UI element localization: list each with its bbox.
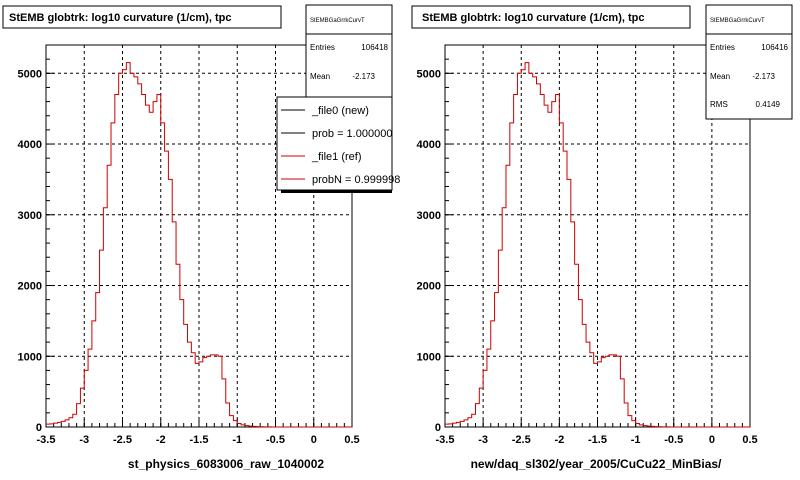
right-y-ticks: 0 1000 2000 3000 4000 5000 xyxy=(417,44,453,434)
y-tick-label: 5000 xyxy=(417,68,441,80)
x-tick-label: -0.5 xyxy=(266,434,285,446)
y-tick-label: 1000 xyxy=(417,351,441,363)
left-x-ticks: -3.5 -3 -2.5 -2 -1.5 -1 -0.5 0 0.5 xyxy=(37,419,360,446)
right-title-box xyxy=(411,5,691,29)
left-title: StEMB globtrk: log10 curvature (1/cm), t… xyxy=(9,12,231,24)
left-y-ticks: 0 1000 2000 3000 4000 5000 xyxy=(18,44,54,434)
legend-box xyxy=(276,96,393,191)
legend-label-file0: _file0 (new) xyxy=(311,105,369,117)
y-tick-label: 0 xyxy=(435,422,441,434)
x-tick-label: -3.5 xyxy=(37,434,56,446)
x-tick-label: -2.5 xyxy=(512,434,531,446)
left-stats-entries-value: 106418 xyxy=(361,43,388,52)
x-tick-label: -1.5 xyxy=(588,434,607,446)
right-x-axis-label: new/daq_sl302/year_2005/CuCu22_MinBias/ xyxy=(471,457,722,471)
right-panel: -3.5 -3 -2.5 -2 -1.5 -1 -0.5 0 0.5 0 1000 2000 3000… xyxy=(411,4,793,471)
x-tick-label: -1 xyxy=(631,434,641,446)
right-histogram-line xyxy=(445,62,750,428)
y-tick-label: 2000 xyxy=(417,281,441,293)
right-x-ticks: -3.5 -3 -2.5 -2 -1.5 -1 -0.5 0 0.5 xyxy=(436,419,758,446)
right-stats-rms-label: RMS xyxy=(710,100,728,109)
x-tick-label: -2 xyxy=(554,434,564,446)
left-stats-mean-value: -2.173 xyxy=(352,72,375,81)
x-tick-label: -3 xyxy=(79,434,89,446)
x-tick-label: -1 xyxy=(232,434,242,446)
left-panel: -3.5 -3 -2.5 -2 -1.5 -1 -0.5 0 0.5 0 1000 2000 3000… xyxy=(2,4,400,471)
y-tick-label: 1000 xyxy=(18,351,42,363)
left-stats-mean-label: Mean xyxy=(310,72,330,81)
x-tick-label: -2 xyxy=(156,434,166,446)
y-tick-label: 4000 xyxy=(18,139,42,151)
legend-label-probn: probN = 0.999998 xyxy=(312,174,400,186)
left-histogram-line xyxy=(46,62,352,428)
right-stats-box xyxy=(705,4,793,120)
x-tick-label: 0.5 xyxy=(344,434,359,446)
x-tick-label: -0.5 xyxy=(664,434,683,446)
y-tick-label: 2000 xyxy=(18,281,42,293)
right-stats-entries-label: Entries xyxy=(710,43,735,52)
left-stats-name: StEMBGaGrrkCurvT xyxy=(310,18,365,24)
x-tick-label: -3 xyxy=(478,434,488,446)
right-title: StEMB globtrk: log10 curvature (1/cm), t… xyxy=(422,12,644,24)
legend-label-file1: _file1 (ref) xyxy=(311,151,362,163)
right-stats-rms-value: 0.4149 xyxy=(756,100,781,109)
legend-label-prob: prob = 1.000000 xyxy=(312,128,392,140)
left-stats-entries-label: Entries xyxy=(310,43,335,52)
y-tick-label: 3000 xyxy=(417,210,441,222)
x-tick-label: 0 xyxy=(709,434,715,446)
right-stats-mean-value: -2.173 xyxy=(752,72,775,81)
x-tick-label: -1.5 xyxy=(190,434,209,446)
right-grid xyxy=(445,45,750,427)
left-x-axis-label: st_physics_6083006_raw_1040002 xyxy=(128,457,324,471)
x-tick-label: -2.5 xyxy=(113,434,132,446)
y-tick-label: 5000 xyxy=(18,68,42,80)
x-tick-label: 0.5 xyxy=(742,434,757,446)
y-tick-label: 4000 xyxy=(417,139,441,151)
right-stats-entries-value: 106416 xyxy=(761,43,788,52)
right-stats-name: StEMBGaGrrkCurvT xyxy=(710,18,765,24)
left-title-box xyxy=(2,5,282,29)
y-tick-label: 3000 xyxy=(18,210,42,222)
right-stats-mean-label: Mean xyxy=(710,72,730,81)
x-tick-label: -3.5 xyxy=(436,434,455,446)
x-tick-label: 0 xyxy=(311,434,317,446)
y-tick-label: 0 xyxy=(36,422,42,434)
